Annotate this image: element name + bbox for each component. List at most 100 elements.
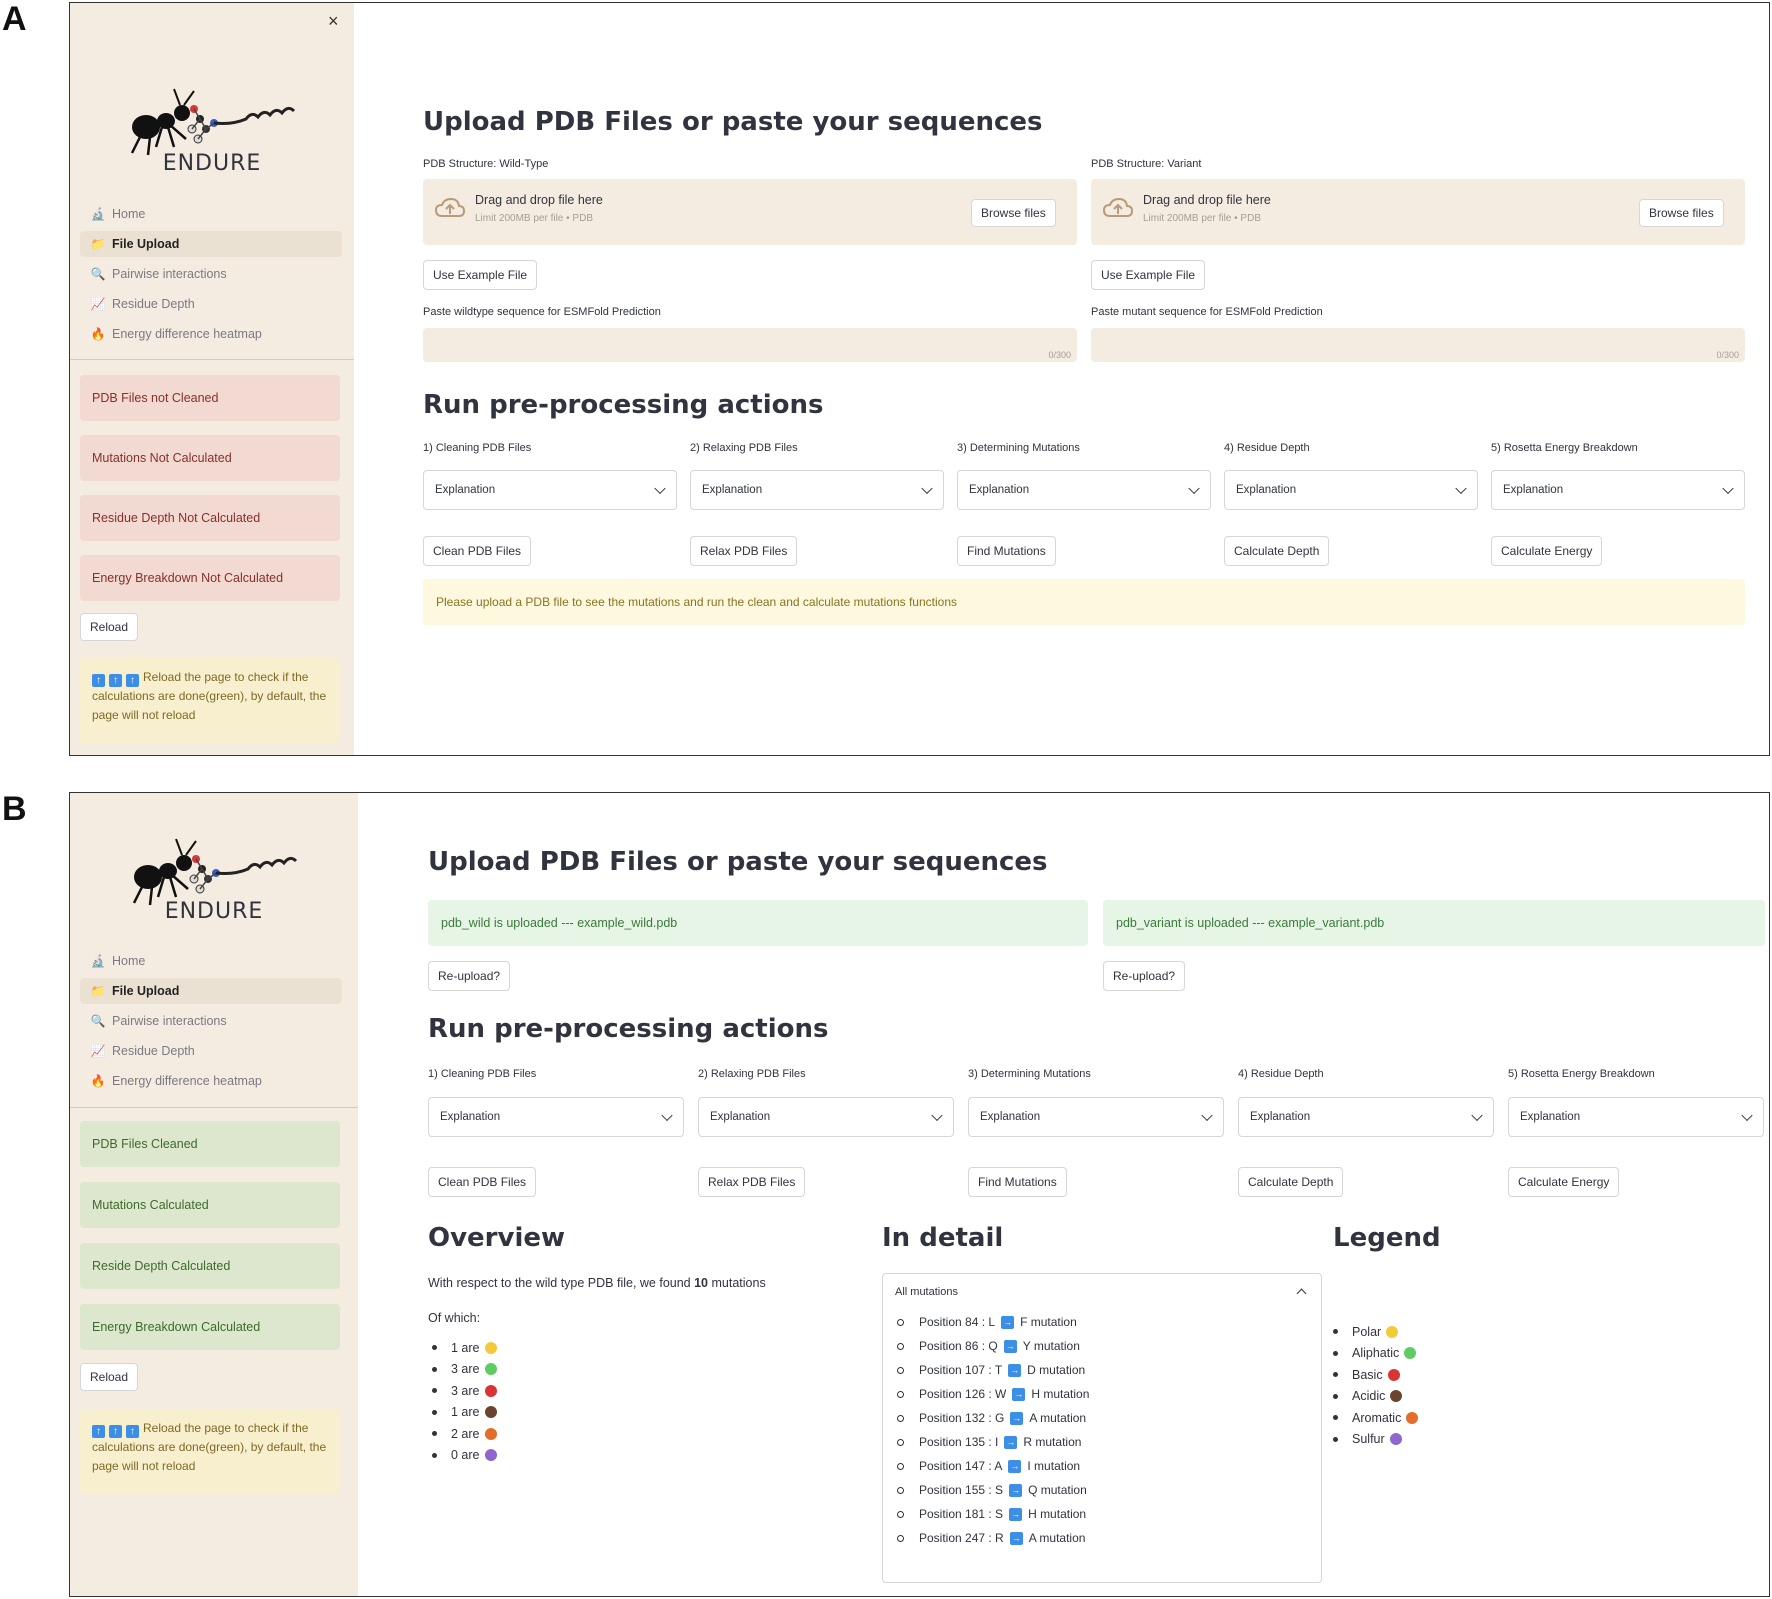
- mut-seq-label: Paste mutant sequence for ESMFold Predic…: [1091, 306, 1323, 318]
- mutation-target: R mutation: [1023, 1435, 1082, 1449]
- relax-pdb-button[interactable]: Relax PDB Files: [698, 1167, 806, 1197]
- explanation-select[interactable]: Explanation: [1224, 470, 1478, 510]
- explanation-select[interactable]: Explanation: [698, 1097, 954, 1137]
- find-mutations-button[interactable]: Find Mutations: [968, 1167, 1067, 1197]
- up-arrow-icon: ↑: [92, 674, 105, 687]
- mutation-list: Position 84 : L → F mutation Position 86 :…: [897, 1310, 1089, 1550]
- nav-item-residue-depth[interactable]: 📈 Residue Depth: [80, 1038, 342, 1064]
- arrow-right-icon: →: [1008, 1363, 1022, 1377]
- arrow-right-icon: →: [1008, 1459, 1022, 1473]
- find-mutations-button[interactable]: Find Mutations: [957, 536, 1056, 566]
- nav-item-home[interactable]: 🔬 Home: [80, 948, 342, 974]
- sulfur-dot-icon: [1389, 1433, 1402, 1446]
- nav-item-energy-heatmap[interactable]: 🔥 Energy difference heatmap: [80, 1068, 342, 1094]
- explanation-select[interactable]: Explanation: [690, 470, 944, 510]
- acidic-dot-icon: [484, 1406, 497, 1419]
- mutation-target: F mutation: [1020, 1315, 1077, 1329]
- nav-item-home[interactable]: 🔬 Home: [80, 201, 342, 227]
- reload-button[interactable]: Reload: [80, 1363, 139, 1391]
- explanation-select[interactable]: Explanation: [957, 470, 1211, 510]
- arrow-right-icon: →: [1010, 1411, 1024, 1425]
- sentence-pre: With respect to the wild type PDB file, …: [428, 1276, 691, 1290]
- calculate-depth-button[interactable]: Calculate Depth: [1238, 1167, 1344, 1197]
- legend-label: Polar: [1352, 1324, 1382, 1339]
- mutation-target: A mutation: [1029, 1411, 1087, 1425]
- calculate-energy-button[interactable]: Calculate Energy: [1491, 536, 1603, 566]
- chevron-down-icon: [654, 482, 666, 495]
- clean-pdb-button[interactable]: Clean PDB Files: [428, 1167, 537, 1197]
- select-value: Explanation: [710, 1111, 771, 1123]
- explanation-select[interactable]: Explanation: [428, 1097, 684, 1137]
- nav-item-residue-depth[interactable]: 📈 Residue Depth: [80, 291, 342, 317]
- sidebar-divider: [70, 1107, 358, 1108]
- sidebar-nav: 🔬 Home 📁 File Upload 🔍 Pairwise interaction…: [80, 948, 342, 1098]
- basic-dot-icon: [484, 1384, 497, 1397]
- select-value: Explanation: [980, 1111, 1041, 1123]
- status-mutations: Mutations Calculated: [80, 1182, 340, 1228]
- drop-limit: Limit 200MB per file • PDB: [475, 213, 593, 224]
- app-name: ENDURE: [162, 151, 262, 176]
- arrow-right-icon: →: [1012, 1387, 1026, 1401]
- status-clean: PDB Files Cleaned: [80, 1121, 340, 1167]
- nav-item-pairwise[interactable]: 🔍 Pairwise interactions: [80, 261, 342, 287]
- browse-files-button[interactable]: Browse files: [971, 199, 1056, 227]
- reupload-variant-button[interactable]: Re-upload?: [1103, 961, 1186, 991]
- relax-pdb-button[interactable]: Relax PDB Files: [690, 536, 798, 566]
- magnifier-icon: 🔍: [90, 1014, 106, 1028]
- select-value: Explanation: [1236, 484, 1297, 496]
- explanation-select[interactable]: Explanation: [1508, 1097, 1764, 1137]
- explanation-select[interactable]: Explanation: [1238, 1097, 1494, 1137]
- reupload-wild-button[interactable]: Re-upload?: [428, 961, 511, 991]
- use-example-wild-button[interactable]: Use Example File: [423, 260, 538, 290]
- use-example-variant-button[interactable]: Use Example File: [1091, 260, 1206, 290]
- calculate-energy-button[interactable]: Calculate Energy: [1508, 1167, 1620, 1197]
- step-label: 1) Cleaning PDB Files: [423, 442, 532, 454]
- nav-item-file-upload[interactable]: 📁 File Upload: [80, 231, 342, 257]
- mutations-expander[interactable]: All mutations Position 84 : L → F mutation…: [882, 1273, 1322, 1583]
- reload-note-text: Reload the page to check if the calculat…: [92, 1421, 327, 1473]
- clean-pdb-button[interactable]: Clean PDB Files: [423, 536, 532, 566]
- explanation-select[interactable]: Explanation: [1491, 470, 1745, 510]
- drop-title: Drag and drop file here: [475, 193, 603, 207]
- mutation-target: D mutation: [1027, 1363, 1086, 1377]
- arrow-right-icon: →: [1009, 1483, 1023, 1497]
- list-item: 0 are: [432, 1445, 497, 1467]
- explanation-select[interactable]: Explanation: [968, 1097, 1224, 1137]
- status-energy: Energy Breakdown Calculated: [80, 1304, 340, 1350]
- overview-count-text: 1 are: [451, 1405, 480, 1420]
- list-item: Position 86 : Q → Y mutation: [897, 1334, 1089, 1358]
- magnifier-icon: 🔍: [90, 267, 106, 281]
- mutation-target: Y mutation: [1022, 1339, 1080, 1353]
- chart-icon: 📈: [90, 1044, 106, 1058]
- browse-files-button[interactable]: Browse files: [1639, 199, 1724, 227]
- up-arrow-icon: ↑: [126, 1425, 139, 1438]
- explanation-select[interactable]: Explanation: [423, 470, 677, 510]
- wild-dropzone[interactable]: Drag and drop file here Limit 200MB per …: [423, 179, 1077, 245]
- overview-count-text: 3 are: [451, 1383, 480, 1398]
- nav-label: Home: [112, 207, 146, 221]
- variant-dropzone[interactable]: Drag and drop file here Limit 200MB per …: [1091, 179, 1745, 245]
- chevron-up-icon[interactable]: [1296, 1288, 1307, 1299]
- up-arrow-icon: ↑: [109, 1425, 122, 1438]
- list-item: 3 are: [432, 1359, 497, 1381]
- nav-item-pairwise[interactable]: 🔍 Pairwise interactions: [80, 1008, 342, 1034]
- calculate-depth-button[interactable]: Calculate Depth: [1224, 536, 1330, 566]
- legend-label: Basic: [1352, 1367, 1383, 1382]
- nav-item-energy-heatmap[interactable]: 🔥 Energy difference heatmap: [80, 321, 342, 347]
- drop-title: Drag and drop file here: [1143, 193, 1271, 207]
- reload-button[interactable]: Reload: [80, 613, 139, 641]
- mutation-target: H mutation: [1031, 1387, 1090, 1401]
- basic-dot-icon: [1387, 1368, 1400, 1381]
- step-label: 4) Residue Depth: [1238, 1068, 1324, 1080]
- list-item: Position 155 : S → Q mutation: [897, 1478, 1089, 1502]
- char-counter: 0/300: [1048, 350, 1071, 360]
- select-value: Explanation: [1250, 1111, 1311, 1123]
- nav-item-file-upload[interactable]: 📁 File Upload: [80, 978, 342, 1004]
- mut-seq-input[interactable]: 0/300: [1091, 328, 1745, 362]
- chevron-down-icon: [1201, 1109, 1213, 1122]
- status-depth: Residue Depth Not Calculated: [80, 495, 340, 541]
- wild-seq-input[interactable]: 0/300: [423, 328, 1077, 362]
- close-icon[interactable]: ×: [328, 11, 339, 31]
- chevron-down-icon: [1722, 482, 1734, 495]
- wild-seq-label: Paste wildtype sequence for ESMFold Pred…: [423, 306, 661, 318]
